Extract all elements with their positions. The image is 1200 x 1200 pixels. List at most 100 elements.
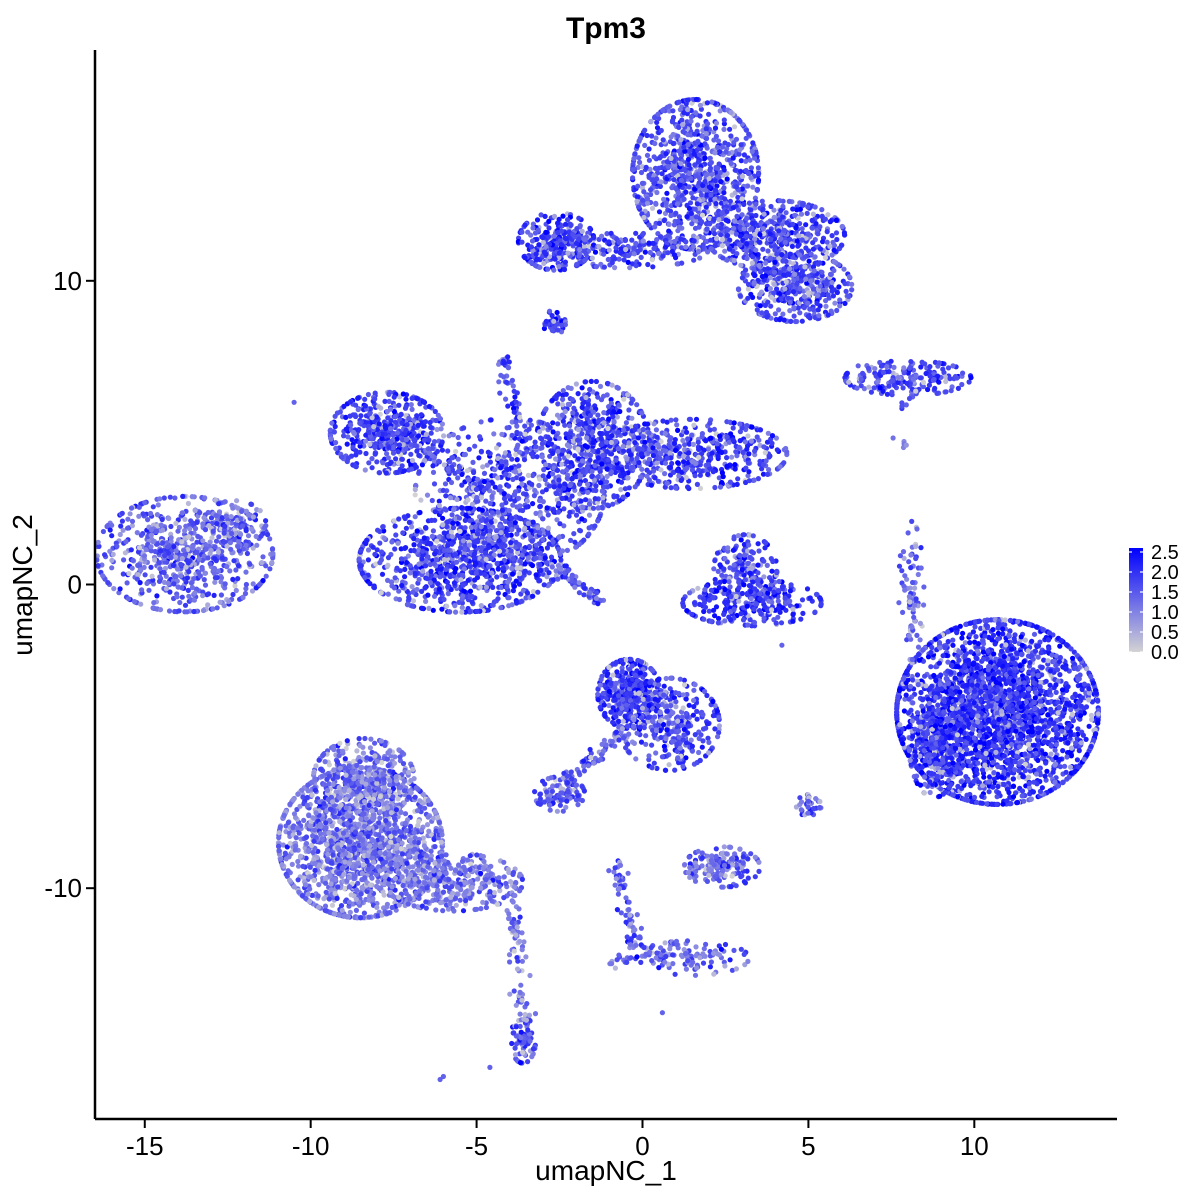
scatter-point [448, 479, 455, 486]
scatter-point [499, 515, 505, 522]
scatter-point [567, 423, 573, 429]
scatter-point [399, 463, 405, 469]
scatter-point [148, 510, 154, 517]
scatter-point [452, 603, 458, 609]
scatter-point [233, 587, 239, 594]
scatter-point [168, 523, 174, 530]
scatter-point [705, 471, 711, 477]
scatter-point [477, 584, 483, 590]
scatter-point [486, 563, 492, 570]
scatter-point [658, 154, 664, 160]
scatter-point [737, 421, 743, 427]
scatter-point [440, 522, 446, 528]
scatter-point [664, 480, 670, 486]
scatter-point [691, 422, 697, 428]
scatter-point [166, 515, 172, 522]
scatter-point [437, 574, 443, 580]
scatter-point [565, 385, 571, 391]
scatter-points [94, 96, 1101, 1083]
scatter-point [200, 538, 206, 544]
scatter-point [244, 550, 250, 557]
scatter-point [673, 185, 679, 191]
scatter-point [581, 537, 587, 543]
scatter-point [409, 524, 415, 530]
scatter-point [498, 605, 504, 611]
scatter-point [449, 534, 455, 540]
scatter-point [201, 577, 207, 583]
scatter-point [427, 419, 433, 426]
scatter-point [543, 462, 549, 468]
scatter-point [704, 135, 710, 142]
scatter-point [420, 568, 426, 574]
scatter-point [542, 477, 548, 483]
scatter-point [576, 541, 582, 547]
scatter-point [243, 586, 249, 592]
scatter-point [208, 515, 215, 521]
scatter-point [157, 607, 164, 613]
scatter-point [428, 424, 434, 430]
scatter-point [472, 443, 478, 449]
scatter-point [171, 581, 177, 587]
scatter-point [730, 437, 736, 443]
scatter-point [152, 557, 158, 563]
scatter-point [152, 548, 158, 555]
scatter-point [194, 549, 200, 556]
scatter-point [707, 167, 713, 173]
scatter-point [695, 439, 701, 445]
scatter-point [570, 410, 576, 416]
scatter-point [499, 502, 505, 508]
scatter-point [697, 167, 704, 173]
scatter-point [527, 417, 533, 423]
scatter-point [483, 556, 489, 562]
scatter-point [372, 444, 378, 450]
scatter-point [445, 543, 451, 549]
scatter-point [769, 440, 775, 446]
scatter-point [450, 432, 456, 438]
scatter-point [562, 408, 568, 415]
scatter-point [424, 492, 431, 498]
scatter-point [395, 540, 401, 546]
scatter-point [438, 426, 444, 432]
scatter-point [463, 557, 469, 563]
scatter-point [525, 229, 531, 235]
scatter-point [186, 593, 192, 599]
scatter-point [577, 481, 583, 487]
scatter-point [560, 447, 566, 453]
scatter-point [239, 523, 246, 529]
scatter-point [156, 560, 162, 566]
scatter-point [182, 516, 188, 523]
scatter-point [568, 222, 574, 228]
scatter-point [559, 469, 566, 475]
scatter-point [508, 548, 514, 554]
scatter-point [623, 420, 630, 426]
scatter-point [400, 391, 406, 397]
scatter-point [519, 598, 525, 604]
scatter-point [748, 175, 754, 181]
scatter-point [190, 544, 196, 550]
scatter-point [488, 417, 494, 423]
scatter-point [578, 498, 584, 504]
scatter-point [157, 496, 163, 502]
scatter-point [543, 229, 549, 235]
scatter-point [622, 486, 629, 492]
scatter-point [618, 479, 625, 485]
scatter-point [597, 513, 603, 519]
scatter-point [656, 209, 663, 215]
scatter-point [604, 466, 610, 472]
scatter-point [601, 410, 607, 416]
scatter-point [258, 533, 264, 539]
scatter-point [605, 425, 611, 432]
scatter-point [416, 576, 422, 583]
scatter-point [109, 522, 115, 528]
scatter-point [403, 436, 410, 443]
scatter-point [391, 518, 397, 524]
scatter-point [523, 504, 529, 510]
scatter-point [388, 406, 394, 412]
scatter-point [675, 196, 681, 202]
scatter-point [533, 572, 539, 578]
scatter-point [165, 580, 171, 587]
scatter-point [539, 454, 545, 460]
scatter-point [541, 582, 547, 588]
scatter-point [431, 439, 438, 445]
scatter-point [419, 556, 425, 562]
